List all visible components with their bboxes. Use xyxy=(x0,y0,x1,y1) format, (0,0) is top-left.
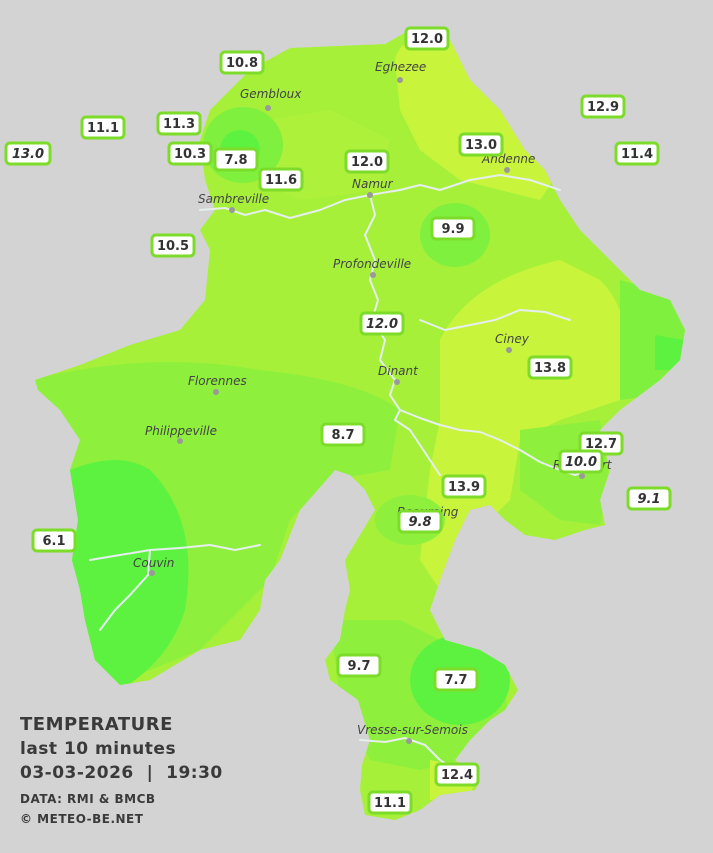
station-value: 6.1 xyxy=(42,534,65,549)
city-ciney: Ciney xyxy=(495,332,530,353)
station-label: 12.7 xyxy=(578,431,624,456)
station-value: 10.3 xyxy=(174,147,206,162)
city-sambreville: Sambreville xyxy=(198,192,269,213)
station-value: 13.8 xyxy=(534,361,566,376)
station-label: 11.3 xyxy=(156,111,202,136)
map-caption: TEMPERATURE last 10 minutes 03-03-2026 |… xyxy=(20,712,223,829)
station-label: 12.4 xyxy=(434,762,480,787)
station-value: 13.9 xyxy=(448,480,480,495)
station-value: 13.0 xyxy=(465,138,497,153)
city-label-profondeville: Profondeville xyxy=(333,257,411,271)
station-label: 7.7 xyxy=(433,667,479,692)
station-label: 9.7 xyxy=(336,653,382,678)
station-value: 7.7 xyxy=(444,673,467,688)
city-label-sambreville: Sambreville xyxy=(198,192,269,206)
caption-source: DATA: RMI & BMCB xyxy=(20,792,156,806)
city-label-namur: Namur xyxy=(352,177,394,191)
station-value: 9.9 xyxy=(441,222,464,237)
station-label: 10.0 xyxy=(558,449,604,474)
station-value: 12.4 xyxy=(441,768,473,783)
city-label-florennes: Florennes xyxy=(188,374,247,388)
river-couvin xyxy=(89,544,261,561)
station-label: 12.0 xyxy=(359,311,405,336)
city-label-vresse-sur-semois: Vresse-sur-Semois xyxy=(357,723,468,737)
city-label-dinant: Dinant xyxy=(378,364,419,378)
caption-copyright: © METEO-BE.NET xyxy=(20,812,144,826)
station-label: 10.5 xyxy=(150,233,196,258)
city-label-philippeville: Philippeville xyxy=(145,424,217,438)
station-value: 10.8 xyxy=(226,56,258,71)
station-label: 9.9 xyxy=(430,216,476,241)
station-label: 13.0 xyxy=(458,132,504,157)
city-label-gembloux: Gembloux xyxy=(240,87,302,101)
city-couvin: Couvin xyxy=(133,556,174,576)
station-label: 6.1 xyxy=(31,528,77,553)
station-value: 12.7 xyxy=(585,437,617,452)
station-label: 9.8 xyxy=(397,509,443,534)
caption-title: TEMPERATURE xyxy=(20,714,173,735)
city-label-couvin: Couvin xyxy=(133,556,174,570)
station-value: 9.7 xyxy=(347,659,370,674)
station-value: 12.0 xyxy=(351,155,383,170)
river-semois xyxy=(359,737,456,771)
city-label-ciney: Ciney xyxy=(495,332,530,346)
city-gembloux: Gembloux xyxy=(240,87,302,111)
station-label: 12.9 xyxy=(580,94,626,119)
station-value: 9.1 xyxy=(637,492,660,507)
station-label: 13.0 xyxy=(4,141,52,166)
caption-subtitle: last 10 minutes xyxy=(20,739,177,759)
city-profondeville: Profondeville xyxy=(333,257,411,278)
river-ourthe-east xyxy=(419,309,571,331)
city-label-eghezee: Eghezee xyxy=(375,60,426,74)
station-value: 11.3 xyxy=(163,117,195,132)
city-philippeville: Philippeville xyxy=(145,424,217,444)
station-value: 11.1 xyxy=(87,121,119,136)
station-label: 12.0 xyxy=(404,26,450,51)
station-value: 11.6 xyxy=(265,173,297,188)
station-label: 8.7 xyxy=(320,422,366,447)
river-couvin-south xyxy=(99,549,151,631)
station-value: 9.8 xyxy=(408,515,431,530)
station-label: 10.8 xyxy=(219,50,265,75)
station-label: 11.1 xyxy=(80,115,126,140)
station-label: 11.1 xyxy=(367,790,413,815)
station-value: 11.1 xyxy=(374,796,406,811)
city-dinant: Dinant xyxy=(378,364,419,385)
station-value: 12.0 xyxy=(411,32,443,47)
city-namur: Namur xyxy=(352,177,394,198)
stations: 12.0 10.8 12.9 11.1 11.3 13.0 13.0 10.3 … xyxy=(4,26,672,815)
station-label: 12.0 xyxy=(344,149,390,174)
river-meuse xyxy=(364,194,441,476)
station-value: 10.0 xyxy=(565,455,597,470)
station-value: 12.9 xyxy=(587,100,619,115)
station-value: 10.5 xyxy=(157,239,189,254)
station-value: 13.0 xyxy=(12,147,44,162)
station-value: 11.4 xyxy=(621,147,653,162)
city-florennes: Florennes xyxy=(188,374,247,395)
station-label: 13.8 xyxy=(527,355,573,380)
station-label: 11.6 xyxy=(258,167,304,192)
station-label: 13.9 xyxy=(441,474,487,499)
station-label: 9.1 xyxy=(626,486,672,511)
caption-datetime: 03-03-2026 | 19:30 xyxy=(20,763,223,783)
station-value: 7.8 xyxy=(224,153,247,168)
station-label: 10.3 xyxy=(167,141,213,166)
station-value: 12.0 xyxy=(366,317,398,332)
city-vresse-sur-semois: Vresse-sur-Semois xyxy=(357,723,468,744)
city-eghezee: Eghezee xyxy=(375,60,426,83)
station-label: 11.4 xyxy=(614,141,660,166)
station-label: 7.8 xyxy=(213,147,259,172)
station-value: 8.7 xyxy=(331,428,354,443)
